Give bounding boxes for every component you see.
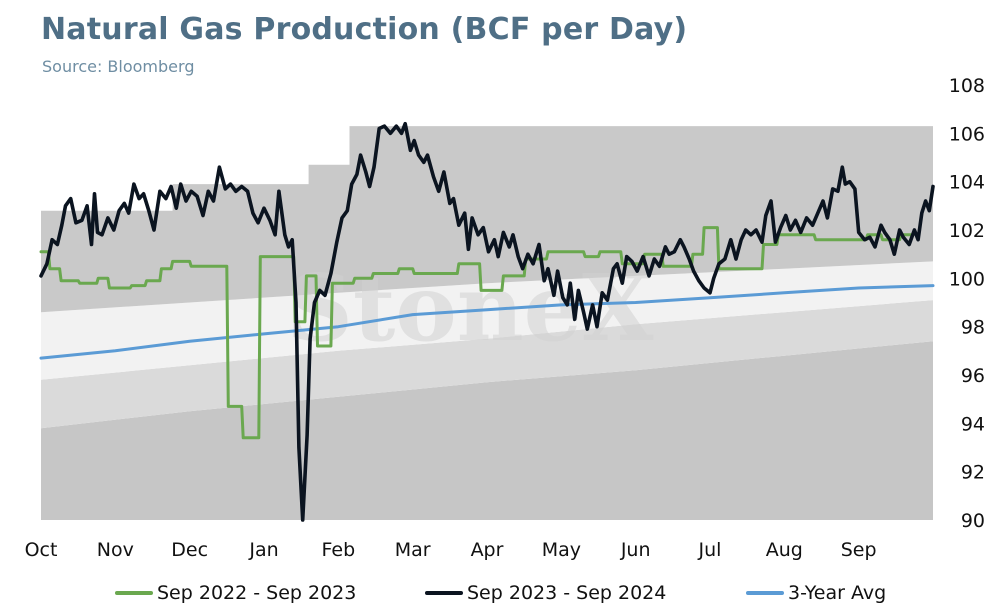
band-avg-to-max: [41, 126, 933, 313]
y-tick-label: 106: [949, 123, 985, 145]
page-title: Natural Gas Production (BCF per Day): [41, 12, 688, 47]
legend-item-series-3: 3-Year Avg: [746, 582, 886, 604]
legend-label-series-3: 3-Year Avg: [788, 582, 887, 604]
x-tick-label: Jun: [620, 539, 651, 561]
series-lines: [39, 121, 935, 522]
y-tick-label: 94: [961, 413, 985, 435]
y-tick-label: 96: [961, 365, 985, 387]
x-tick-label: Jul: [698, 539, 722, 561]
range-bands: [41, 126, 933, 520]
legend-item-series-2: Sep 2023 - Sep 2024: [425, 582, 666, 604]
x-tick-label: May: [542, 539, 581, 561]
x-axis-ticks: Oct Nov Dec Jan Feb Mar Apr May Jun Jul Aug Sep: [25, 539, 877, 561]
y-axis-ticks: 90 92 94 96 98 100 102 104 106 108: [949, 75, 985, 532]
x-tick-label: Feb: [322, 539, 356, 561]
y-tick-label: 108: [949, 75, 985, 97]
series-line-3: [39, 284, 935, 360]
y-tick-label: 90: [961, 510, 985, 532]
legend-item-series-1: Sep 2022 - Sep 2023: [115, 582, 356, 604]
chart-subtitle: Source: Bloomberg: [42, 57, 195, 76]
x-tick-label: Nov: [97, 539, 134, 561]
legend-label-series-2: Sep 2023 - Sep 2024: [467, 582, 667, 604]
band-below-min: [41, 341, 933, 520]
y-tick-label: 102: [949, 220, 985, 242]
legend-swatch-series-3: [746, 591, 784, 595]
x-tick-label: Apr: [471, 539, 504, 561]
x-tick-label: Oct: [25, 539, 58, 561]
legend-swatch-series-2: [425, 591, 463, 595]
x-tick-label: Aug: [766, 539, 803, 561]
x-tick-label: Mar: [395, 539, 431, 561]
legend-swatch-series-1: [115, 591, 153, 595]
x-tick-label: Sep: [841, 539, 877, 561]
x-tick-label: Jan: [248, 539, 278, 561]
legend: Sep 2022 - Sep 2023 Sep 2023 - Sep 2024 …: [0, 582, 994, 608]
series-line-1: [39, 226, 913, 440]
band-min-to-avg-low: [41, 300, 933, 429]
y-tick-label: 100: [949, 268, 985, 290]
x-tick-label: Dec: [171, 539, 208, 561]
y-tick-label: 104: [949, 172, 985, 194]
legend-label-series-1: Sep 2022 - Sep 2023: [157, 582, 357, 604]
series-line-2: [39, 121, 935, 522]
y-tick-label: 98: [961, 317, 985, 339]
y-tick-label: 92: [961, 462, 985, 484]
